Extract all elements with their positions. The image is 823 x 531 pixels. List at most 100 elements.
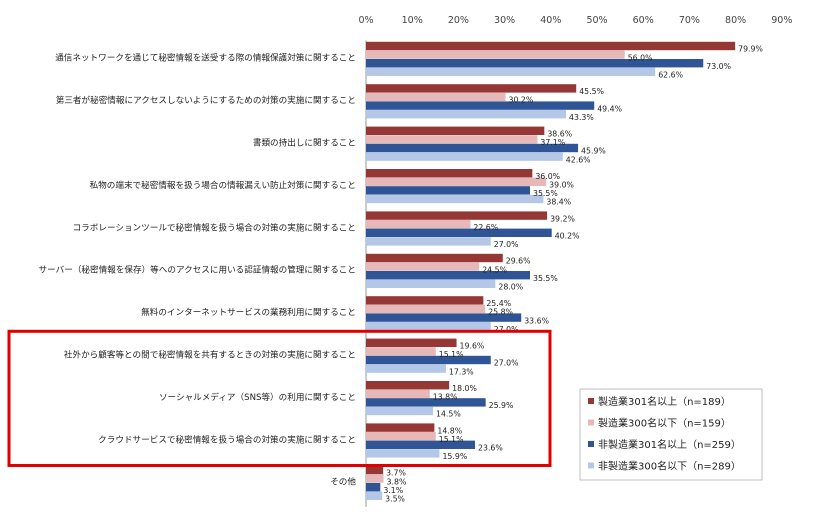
value-label: 43.3% [569, 113, 594, 122]
bar [366, 228, 552, 237]
category-label: その他 [330, 476, 356, 488]
value-label: 45.5% [579, 87, 604, 96]
bar [366, 169, 533, 178]
x-axis-ticks: 0% 10% 20% 30% 40% 50% 60% 70% 80% 90% [358, 15, 792, 26]
bar [366, 135, 538, 144]
value-label: 25.9% [489, 401, 514, 410]
bar [366, 84, 577, 93]
x-tick-label: 10% [402, 15, 423, 26]
category-label: 第三者が秘密情報にアクセスしないようにするための対策の実施に関すること [56, 94, 356, 106]
bar [366, 59, 704, 68]
legend-box [579, 388, 763, 481]
value-label: 62.6% [658, 71, 683, 80]
x-tick-label: 20% [448, 15, 469, 26]
bar [366, 398, 486, 407]
bar [366, 313, 522, 322]
bar [366, 92, 506, 102]
legend-label: 非製造業300名以下（n=289） [598, 460, 741, 473]
bar [366, 304, 486, 314]
bars [366, 41, 736, 500]
value-label: 15.1% [439, 350, 464, 359]
value-labels: 79.9% 56.0% 73.0% 62.6% 45.5% 30.2% 49.4%43.3%… [383, 45, 763, 504]
legend-label: 製造業301名以上（n=189） [598, 395, 731, 408]
value-label: 18.0% [452, 384, 477, 393]
category-label: 社外から顧客等との間で秘密情報を共有するときの対策の実施に関すること [64, 349, 356, 361]
value-label: 3.7% [386, 469, 406, 478]
x-tick-label: 90% [771, 15, 792, 26]
value-label: 29.6% [506, 257, 531, 266]
x-tick-label: 40% [540, 15, 561, 26]
bar [366, 406, 433, 416]
value-label: 15.1% [439, 435, 464, 444]
bar [366, 211, 548, 220]
category-labels: 通信ネットワークを通じて秘密情報を送受する際の情報保護対策に関すること第三者が秘… [39, 52, 357, 488]
value-label: 42.6% [566, 155, 591, 164]
value-label: 36.0% [535, 172, 560, 181]
category-label: 無料のインターネットサービスの業務利用に関すること [141, 306, 356, 318]
value-label: 30.2% [509, 96, 534, 105]
value-label: 3.5% [385, 495, 405, 504]
bar [366, 126, 545, 135]
legend-swatch [588, 419, 594, 426]
value-label: 13.8% [433, 393, 458, 402]
legend-label: 非製造業301名以上（n=259） [598, 438, 741, 451]
bar [366, 474, 384, 483]
bar [366, 389, 430, 398]
x-tick-label: 70% [679, 15, 700, 26]
highlight-box [7, 329, 552, 467]
legend-label: 製造業300名以下（n=159） [598, 417, 731, 430]
bar [366, 364, 446, 373]
value-label: 73.0% [706, 62, 731, 71]
value-label: 49.4% [597, 104, 622, 113]
value-label: 27.0% [494, 325, 519, 334]
highlight-rectangle [7, 329, 552, 467]
value-label: 28.0% [498, 283, 523, 292]
bar [366, 220, 471, 229]
value-label: 22.6% [473, 223, 498, 232]
category-label: 通信ネットワークを通じて秘密情報を送受する際の情報保護対策に関すること [55, 52, 356, 64]
value-label: 79.9% [738, 45, 763, 54]
value-label: 25.4% [486, 299, 511, 308]
value-label: 3.8% [387, 477, 407, 486]
bar [366, 262, 480, 271]
legend-swatch [588, 462, 594, 469]
value-label: 23.6% [478, 444, 503, 453]
category-label: サーバー（秘密情報を保存）等へのアクセスに用いる認証情報の管理に関すること [39, 264, 356, 276]
bar [366, 237, 491, 246]
value-label: 35.5% [533, 274, 558, 283]
value-label: 14.8% [437, 426, 462, 435]
category-label: 書類の持出しに関すること [253, 137, 356, 149]
bar [366, 41, 736, 51]
bar [366, 177, 547, 186]
bar [366, 423, 435, 432]
value-label: 45.9% [581, 147, 606, 156]
value-label: 15.9% [442, 452, 467, 461]
bar [366, 491, 383, 500]
bar [366, 253, 503, 263]
category-label: 私物の端末で秘密情報を扱う場合の情報漏えい防止対策に関すること [90, 179, 356, 191]
bar [366, 338, 457, 347]
bar [366, 279, 496, 288]
x-tick-label: 30% [494, 15, 515, 26]
value-label: 38.4% [546, 198, 571, 207]
value-label: 33.6% [524, 316, 549, 325]
bar [366, 465, 384, 475]
value-label: 39.2% [550, 214, 575, 223]
value-label: 25.8% [488, 308, 513, 317]
value-label: 17.3% [449, 367, 474, 376]
value-label: 27.0% [494, 240, 519, 249]
category-label: コラボレーションツールで秘密情報を扱う場合の対策の実施に関すること [73, 221, 356, 233]
x-tick-label: 0% [358, 15, 373, 26]
bar [366, 347, 436, 356]
bar [366, 143, 579, 153]
value-label: 37.1% [540, 138, 565, 147]
category-label: クラウドサービスで秘密情報を扱う場合の対策の実施に関すること [98, 433, 356, 445]
bar [366, 194, 544, 204]
bar [366, 101, 595, 110]
value-label: 38.6% [547, 130, 572, 139]
bar [366, 381, 450, 390]
bar [366, 483, 381, 492]
bar [366, 67, 656, 76]
value-label: 19.6% [460, 342, 485, 351]
